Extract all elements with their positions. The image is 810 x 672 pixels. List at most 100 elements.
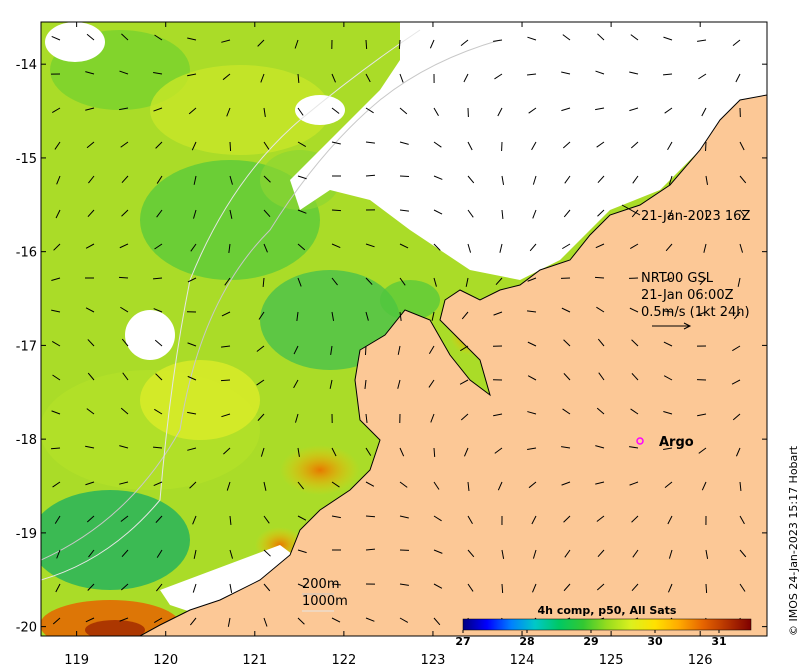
- colorbar-tick-label: 29: [583, 635, 598, 648]
- current-vector: [597, 33, 605, 41]
- contour-1000m-line: [41, 29, 421, 581]
- current-vector: [365, 39, 368, 50]
- current-vector: [399, 141, 409, 145]
- current-vector: [331, 73, 336, 83]
- current-vector: [229, 175, 233, 185]
- current-vector: [701, 107, 707, 117]
- current-vector: [501, 209, 504, 220]
- current-vector: [595, 243, 605, 249]
- current-vector: [263, 617, 268, 627]
- contour-1000m-label: 1000m: [302, 594, 348, 609]
- current-vector: [87, 372, 95, 381]
- current-vector: [193, 209, 197, 219]
- current-vector: [564, 549, 571, 558]
- current-vector: [596, 515, 605, 522]
- current-vector: [154, 339, 163, 347]
- current-vector: [527, 447, 537, 451]
- current-vector: [739, 549, 747, 558]
- current-vector: [595, 70, 605, 75]
- current-vector: [156, 209, 163, 218]
- x-tick-label: 123: [421, 653, 446, 668]
- contour-200m-line: [41, 39, 501, 561]
- current-vector: [433, 481, 440, 490]
- current-vector: [187, 411, 197, 415]
- current-vector: [365, 311, 369, 321]
- y-axis: -14 -15 -16 -17 -18 -19 -20: [16, 58, 767, 636]
- current-vector: [365, 277, 373, 285]
- current-vector: [365, 481, 375, 487]
- current-vector: [226, 481, 231, 491]
- current-vector: [460, 39, 469, 47]
- current-vector: [263, 175, 271, 183]
- current-vector: [460, 413, 469, 421]
- current-vector: [562, 408, 571, 415]
- current-vector: [668, 583, 673, 593]
- current-vector: [51, 277, 61, 282]
- current-vector: [428, 379, 435, 388]
- current-vector: [227, 617, 231, 627]
- current-vector: [467, 243, 472, 253]
- current-vector: [331, 209, 342, 212]
- current-vector: [564, 175, 571, 184]
- current-vector: [187, 375, 197, 381]
- current-vector: [499, 243, 503, 253]
- current-vector: [365, 73, 371, 83]
- current-vector: [433, 175, 443, 180]
- current-vector: [119, 107, 129, 111]
- current-vector: [467, 141, 473, 151]
- current-vector: [526, 73, 537, 76]
- current-vector: [595, 445, 605, 449]
- current-vector: [596, 583, 605, 591]
- current-vector: [50, 447, 61, 450]
- current-vector: [467, 175, 475, 184]
- current-vector: [705, 175, 708, 185]
- current-vector: [187, 73, 197, 77]
- current-vector: [629, 71, 639, 75]
- current-vector: [668, 175, 673, 185]
- current-vector: [598, 372, 605, 381]
- current-vector: [257, 413, 265, 421]
- current-vector: [297, 141, 307, 147]
- current-vector: [263, 515, 270, 524]
- current-vector: [293, 379, 299, 389]
- current-vector: [121, 209, 129, 217]
- current-vector: [85, 481, 95, 486]
- current-vector: [87, 209, 95, 217]
- current-vector: [664, 107, 673, 114]
- current-vector: [493, 413, 503, 417]
- current-vector: [739, 481, 742, 492]
- current-vector: [297, 481, 305, 490]
- current-vector: [562, 141, 571, 149]
- y-tick-label: -19: [16, 527, 37, 542]
- current-vector: [433, 243, 441, 251]
- current-vector: [497, 481, 503, 491]
- current-vector: [365, 141, 375, 144]
- current-vector: [529, 243, 537, 252]
- current-vector: [737, 277, 741, 287]
- current-vector: [331, 311, 335, 321]
- current-vector: [531, 515, 537, 525]
- current-vector: [55, 583, 61, 593]
- current-vector: [705, 583, 708, 594]
- current-vector: [263, 209, 271, 218]
- current-scale-label: 0.5m/s (1kt 24h): [641, 305, 750, 320]
- current-vector: [223, 447, 231, 455]
- current-vector: [701, 481, 707, 491]
- current-vector: [86, 33, 95, 41]
- current-vector: [86, 515, 95, 523]
- current-vector: [528, 481, 537, 489]
- current-vector: [121, 338, 129, 347]
- current-vector: [364, 345, 367, 356]
- current-vector: [155, 515, 163, 523]
- current-vector: [463, 73, 469, 83]
- current-vector: [365, 617, 375, 622]
- current-vector: [54, 515, 61, 524]
- current-vector: [85, 617, 95, 623]
- current-vector: [193, 175, 197, 185]
- current-vector: [739, 141, 745, 151]
- current-vector: [153, 107, 163, 112]
- current-vector: [399, 209, 409, 212]
- current-vector: [119, 481, 129, 485]
- current-vector: [52, 617, 61, 625]
- current-vector: [631, 583, 639, 592]
